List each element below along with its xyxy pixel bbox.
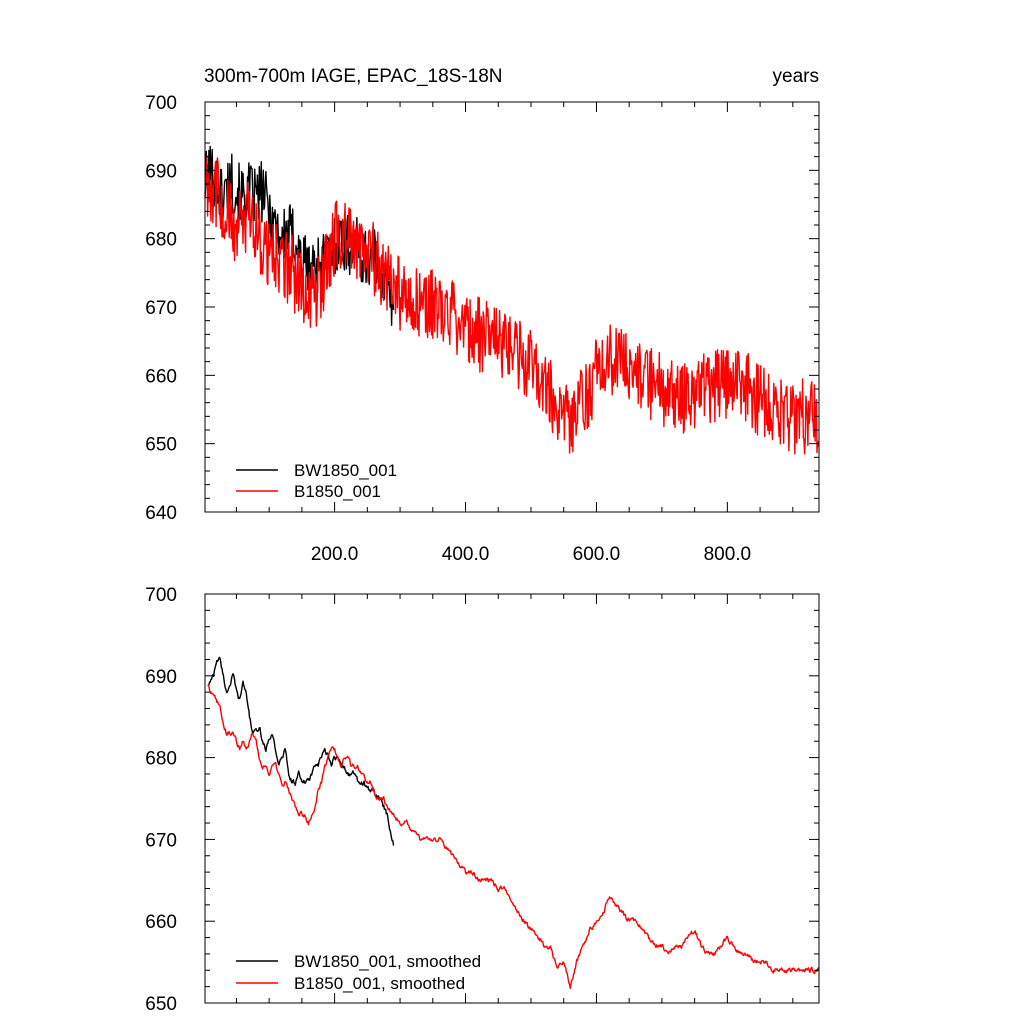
- top-x-tick-label: 600.0: [573, 544, 621, 565]
- bottom-y-tick-label: 700: [145, 585, 177, 606]
- top-legend: BW1850_001 B1850_001: [236, 461, 397, 501]
- bottom-legend-label-b1850: B1850_001, smoothed: [294, 974, 465, 993]
- top-series-line-bw1850: [204, 145, 395, 326]
- top-x-tick-label: 400.0: [442, 544, 490, 565]
- top-axis-ticks: 640 650 660 670 680 690 700 200.0 400.0 600.0 800.…: [145, 93, 819, 565]
- top-y-tick-label: 670: [145, 298, 177, 319]
- bottom-plot-frame: [204, 593, 820, 1004]
- top-y-tick-label: 680: [145, 230, 177, 251]
- top-series-line-b1850: [204, 155, 820, 455]
- bottom-y-tick-label: 660: [145, 912, 177, 933]
- bottom-y-tick-label: 690: [145, 667, 177, 688]
- top-panel-title: 300m-700m IAGE, EPAC_18S-18N: [204, 66, 503, 87]
- top-series-group: [204, 145, 820, 455]
- top-x-tick-label: 800.0: [704, 544, 752, 565]
- bottom-legend: BW1850_001, smoothed B1850_001, smoothed: [236, 952, 481, 993]
- bottom-legend-label-bw1850: BW1850_001, smoothed: [294, 952, 481, 971]
- bottom-series-group: [207, 656, 820, 990]
- top-y-tick-label: 700: [145, 93, 177, 114]
- top-panel-units: years: [773, 66, 819, 87]
- bottom-y-tick-label: 670: [145, 830, 177, 851]
- bottom-series-line-bw1850: [208, 656, 395, 846]
- bottom-panel: 650 660 670 680 690 700 BW1850_001, smoothed …: [145, 585, 820, 1015]
- bottom-y-tick-label: 680: [145, 749, 177, 770]
- bottom-series-line-b1850: [207, 684, 820, 990]
- top-legend-label-bw1850: BW1850_001: [294, 461, 397, 480]
- top-y-tick-label: 650: [145, 435, 177, 456]
- bottom-axis-ticks: 650 660 670 680 690 700: [145, 585, 819, 1015]
- top-y-tick-label: 660: [145, 366, 177, 387]
- bottom-y-tick-label: 650: [145, 994, 177, 1015]
- top-panel: 300m-700m IAGE, EPAC_18S-18N years 640 65…: [145, 66, 820, 565]
- top-y-tick-label: 640: [145, 503, 177, 524]
- top-x-tick-label: 200.0: [311, 544, 359, 565]
- top-y-tick-label: 690: [145, 161, 177, 182]
- top-plot-frame: [204, 101, 820, 513]
- top-legend-label-b1850: B1850_001: [294, 482, 381, 501]
